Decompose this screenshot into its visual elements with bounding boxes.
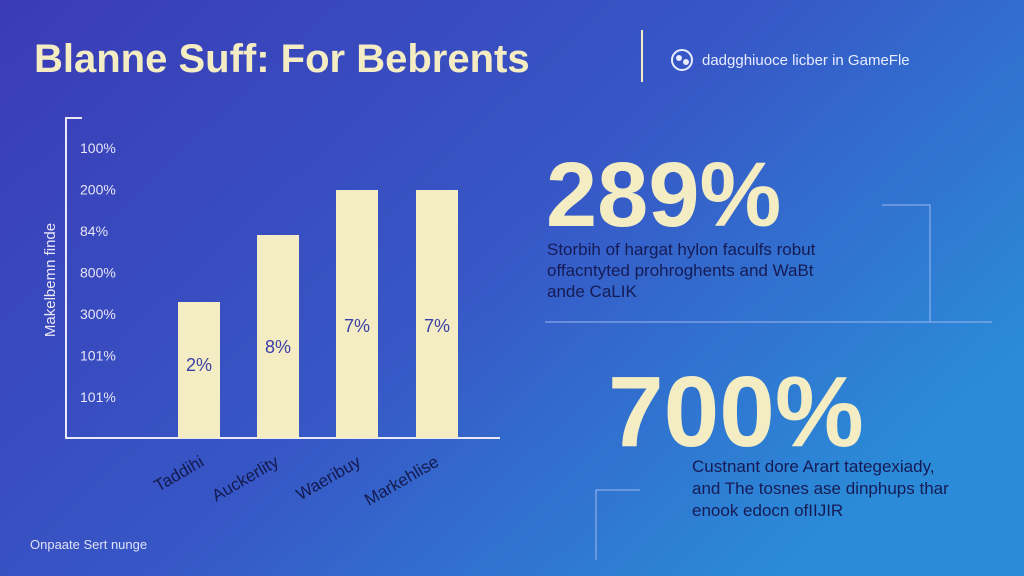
y-tick-label: 300% [80,306,116,322]
y-tick-label: 101% [80,389,116,405]
y-tick-label: 101% [80,348,116,364]
bar-value-label: 7% [424,316,450,336]
bar [178,302,220,438]
stat-text: enook edocn ofIIJIR [692,501,843,520]
stat-text: offacntyted prohroghents and WaBt [547,261,814,280]
stat-value: 700% [608,356,864,468]
brand-icon [671,49,693,71]
bar [257,235,299,438]
stat-value: 289% [546,144,781,246]
bar [416,190,458,438]
brand: dadgghiuoce licber in GameFle [702,52,910,69]
y-axis-label: Makelbemn finde [42,223,59,337]
y-tick-label: 800% [80,265,116,281]
deco-line [882,204,931,322]
bar-value-label: 2% [186,355,212,375]
stat-text: Storbih of hargat hylon faculfs robut [547,240,816,259]
footnote: Onpaate Sert nunge [30,537,147,552]
bar-value-label: 7% [344,316,370,336]
y-tick-label: 84% [80,223,108,239]
stat-text: ande CaLIK [547,282,637,301]
stat-text: Custnant dore Arart tategexiady, [692,457,935,476]
y-tick-label: 100% [80,140,116,156]
deco-line [595,489,640,560]
stat-text: and The tosnes ase dinphups thar [692,479,949,498]
title: Blanne Suff: For Bebrents [34,37,530,81]
bar [336,190,378,438]
y-tick-label: 200% [80,182,116,198]
bar-value-label: 8% [265,337,291,357]
